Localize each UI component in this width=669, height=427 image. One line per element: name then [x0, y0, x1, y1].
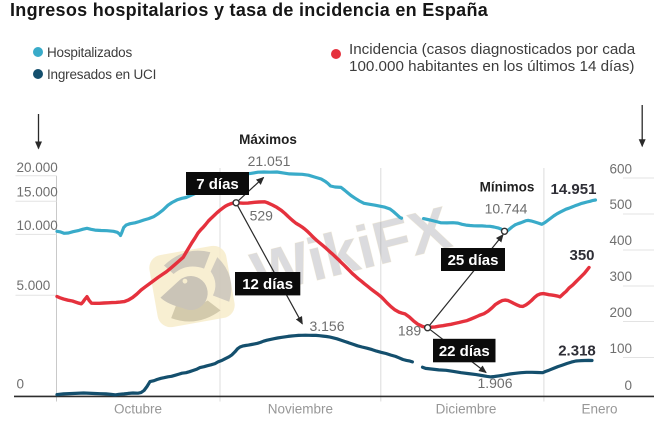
svg-text:Máximos: Máximos — [239, 132, 297, 147]
svg-text:600: 600 — [609, 161, 632, 176]
svg-text:10.744: 10.744 — [485, 201, 528, 217]
svg-text:Mínimos: Mínimos — [480, 180, 535, 195]
svg-text:529: 529 — [250, 208, 274, 224]
svg-text:22 días: 22 días — [439, 343, 490, 360]
svg-text:5.000: 5.000 — [17, 278, 51, 293]
svg-text:15.000: 15.000 — [17, 185, 58, 200]
svg-text:300: 300 — [609, 269, 632, 284]
svg-text:7 días: 7 días — [196, 176, 239, 193]
svg-text:14.951: 14.951 — [551, 181, 597, 198]
svg-text:12 días: 12 días — [242, 276, 293, 293]
svg-text:20.000: 20.000 — [17, 160, 58, 175]
svg-text:3.156: 3.156 — [309, 318, 344, 334]
svg-text:2.318: 2.318 — [558, 342, 596, 359]
svg-text:10.000: 10.000 — [17, 218, 58, 233]
svg-text:21.051: 21.051 — [248, 153, 291, 169]
svg-text:Octubre: Octubre — [114, 402, 162, 417]
svg-text:189: 189 — [398, 323, 422, 339]
svg-text:0: 0 — [624, 378, 632, 393]
svg-text:500: 500 — [609, 197, 632, 212]
svg-text:Diciembre: Diciembre — [436, 402, 497, 417]
svg-text:Enero: Enero — [581, 402, 617, 417]
svg-text:Noviembre: Noviembre — [268, 402, 333, 417]
svg-text:0: 0 — [17, 377, 25, 392]
svg-text:1.906: 1.906 — [477, 375, 512, 391]
svg-text:100: 100 — [609, 341, 632, 356]
svg-text:25 días: 25 días — [448, 252, 499, 269]
svg-text:200: 200 — [609, 305, 632, 320]
svg-text:400: 400 — [609, 233, 632, 248]
svg-text:350: 350 — [569, 247, 594, 264]
